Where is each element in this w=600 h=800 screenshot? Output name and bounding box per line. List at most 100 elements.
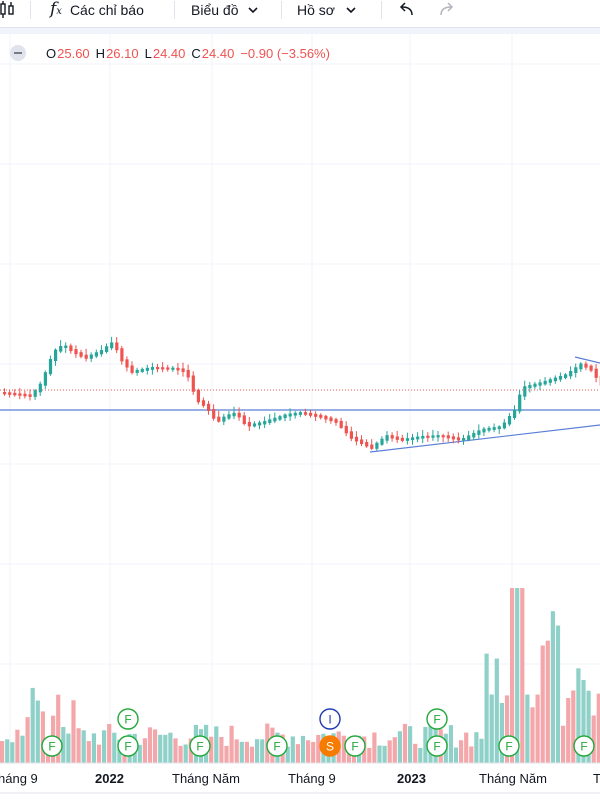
candle[interactable] — [370, 444, 374, 449]
candle[interactable] — [543, 380, 547, 385]
candle[interactable] — [380, 438, 384, 445]
candle[interactable] — [375, 442, 379, 449]
candle[interactable] — [446, 435, 450, 439]
candle[interactable] — [451, 436, 455, 440]
candle[interactable] — [416, 436, 420, 440]
candle[interactable] — [497, 426, 501, 430]
candle[interactable] — [436, 435, 440, 438]
candle[interactable] — [538, 382, 542, 386]
candle[interactable] — [171, 367, 175, 370]
candle[interactable] — [201, 400, 206, 406]
candle[interactable] — [242, 415, 246, 425]
candle[interactable] — [64, 345, 68, 349]
candle[interactable] — [89, 354, 93, 359]
event-marker-f[interactable] — [426, 708, 448, 730]
trendline[interactable] — [574, 356, 600, 364]
candle[interactable] — [390, 435, 394, 439]
candle[interactable] — [421, 435, 425, 439]
candle[interactable] — [594, 368, 598, 378]
candle[interactable] — [395, 436, 399, 440]
candle[interactable] — [513, 409, 517, 418]
candle[interactable] — [237, 412, 241, 418]
candle[interactable] — [385, 435, 389, 441]
candle[interactable] — [462, 438, 466, 441]
candle[interactable] — [528, 384, 532, 389]
candle[interactable] — [431, 435, 435, 438]
candle[interactable] — [273, 417, 277, 422]
candle[interactable] — [8, 392, 12, 395]
event-marker-f[interactable] — [117, 708, 139, 730]
candle[interactable] — [314, 413, 318, 417]
candle[interactable] — [324, 415, 328, 420]
candle[interactable] — [227, 414, 231, 419]
candle[interactable] — [18, 393, 22, 396]
candle[interactable] — [533, 383, 537, 387]
candle[interactable] — [186, 369, 190, 378]
candle[interactable] — [548, 379, 552, 383]
candle[interactable] — [492, 427, 496, 430]
event-marker-f[interactable] — [117, 735, 139, 757]
candle[interactable] — [13, 392, 17, 396]
candle[interactable] — [523, 386, 527, 397]
candle[interactable] — [212, 409, 216, 419]
candle[interactable] — [411, 437, 415, 441]
event-marker-f[interactable] — [498, 735, 520, 757]
candle[interactable] — [161, 367, 165, 370]
candle[interactable] — [456, 437, 461, 441]
candle[interactable] — [349, 431, 353, 439]
candle[interactable] — [48, 359, 53, 375]
candle[interactable] — [145, 367, 149, 371]
event-marker-f[interactable] — [189, 735, 211, 757]
candle[interactable] — [487, 427, 491, 431]
candle[interactable] — [405, 438, 410, 441]
candle[interactable] — [28, 394, 32, 397]
candle[interactable] — [166, 367, 170, 370]
event-marker-f[interactable] — [266, 735, 288, 757]
candle[interactable] — [125, 359, 129, 368]
candle[interactable] — [502, 422, 506, 429]
candle[interactable] — [105, 346, 109, 353]
candle[interactable] — [329, 417, 333, 422]
candle[interactable] — [74, 349, 78, 355]
candle[interactable] — [283, 414, 287, 419]
candle[interactable] — [584, 363, 588, 368]
candles-icon[interactable] — [0, 0, 16, 20]
candle[interactable] — [130, 365, 134, 373]
candle[interactable] — [344, 425, 348, 434]
candle[interactable] — [293, 412, 297, 416]
candle[interactable] — [23, 393, 27, 397]
redo-icon[interactable] — [438, 0, 456, 20]
candle[interactable] — [84, 354, 88, 359]
event-marker-f[interactable] — [426, 735, 448, 757]
event-marker-f[interactable] — [344, 735, 366, 757]
candle[interactable] — [426, 435, 430, 438]
candle[interactable] — [54, 349, 58, 362]
candle[interactable] — [482, 428, 486, 433]
candle[interactable] — [156, 367, 160, 370]
candle[interactable] — [518, 394, 522, 412]
candle[interactable] — [232, 412, 236, 417]
candle[interactable] — [339, 420, 343, 428]
event-marker-f[interactable] — [41, 735, 63, 757]
candle[interactable] — [354, 436, 359, 442]
candle[interactable] — [400, 437, 404, 441]
candle[interactable] — [181, 368, 185, 372]
event-marker-i[interactable] — [319, 708, 341, 730]
candle[interactable] — [574, 367, 578, 373]
candle[interactable] — [278, 416, 282, 420]
candle[interactable] — [59, 346, 63, 352]
indicators-button[interactable]: fx Các chỉ báo — [50, 0, 144, 20]
profile-menu-button[interactable]: Hồ sơ — [297, 0, 358, 20]
candle[interactable] — [69, 345, 73, 352]
candle[interactable] — [319, 414, 323, 418]
candle[interactable] — [135, 369, 139, 373]
collapse-icon[interactable] — [10, 45, 26, 61]
candle[interactable] — [288, 413, 292, 417]
candle[interactable] — [38, 383, 42, 393]
candle[interactable] — [365, 442, 369, 447]
candle[interactable] — [222, 416, 226, 422]
trendline[interactable] — [369, 424, 600, 453]
candle[interactable] — [298, 412, 302, 415]
candle[interactable] — [3, 392, 7, 395]
candle[interactable] — [191, 375, 195, 392]
